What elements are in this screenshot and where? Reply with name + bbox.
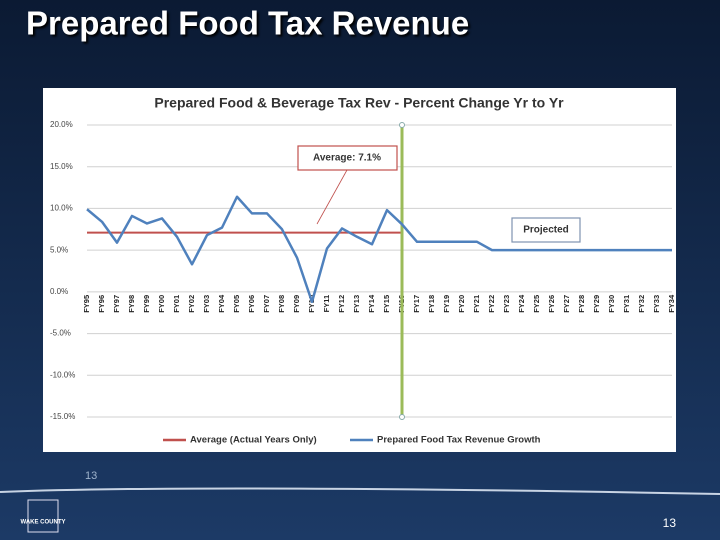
x-tick-label: FY24: [517, 294, 526, 313]
page-label: 13: [85, 470, 97, 482]
x-tick-label: FY25: [532, 295, 541, 313]
y-tick-label: 15.0%: [50, 162, 73, 171]
annotation-leader: [316, 169, 348, 225]
x-tick-label: FY31: [622, 295, 631, 313]
chart-title: Prepared Food & Beverage Tax Rev - Perce…: [154, 95, 564, 111]
x-tick-label: FY96: [97, 295, 106, 313]
x-tick-label: FY23: [502, 295, 511, 313]
x-tick-label: FY98: [127, 295, 136, 313]
chart-area: [43, 88, 676, 452]
x-tick-label: FY05: [232, 295, 241, 313]
annotation: Average: 7.1%: [313, 153, 381, 164]
x-tick-label: FY29: [592, 295, 601, 313]
y-tick-label: -15.0%: [50, 412, 75, 421]
x-tick-label: FY01: [172, 295, 181, 313]
x-tick-label: FY99: [142, 295, 151, 313]
x-tick-label: FY28: [577, 295, 586, 313]
x-tick-label: FY19: [442, 295, 451, 313]
y-tick-label: 10.0%: [50, 204, 73, 213]
x-tick-label: FY30: [607, 295, 616, 313]
annotation-box: [297, 145, 398, 171]
y-tick-label: -5.0%: [50, 329, 71, 338]
x-tick-label: FY12: [337, 295, 346, 313]
x-tick-label: FY95: [82, 295, 91, 313]
x-tick-label: FY10: [307, 295, 316, 313]
x-tick-label: FY03: [202, 295, 211, 313]
annotation: Projected: [523, 225, 569, 236]
x-tick-label: FY21: [472, 295, 481, 313]
x-tick-label: FY14: [367, 294, 376, 313]
divider-end: [399, 414, 405, 420]
page-number: 13: [663, 516, 677, 530]
x-tick-label: FY27: [562, 295, 571, 313]
y-tick-label: 0.0%: [50, 287, 68, 296]
footer-swoosh: [0, 487, 720, 495]
x-tick-label: FY09: [292, 295, 301, 313]
x-tick-label: FY22: [487, 295, 496, 313]
y-tick-label: -10.0%: [50, 370, 75, 379]
y-tick-label: 20.0%: [50, 120, 73, 129]
x-tick-label: FY02: [187, 295, 196, 313]
x-tick-label: FY00: [157, 295, 166, 313]
legend-label: Average (Actual Years Only): [190, 435, 317, 446]
x-tick-label: FY97: [112, 295, 121, 313]
x-tick-label: FY33: [652, 295, 661, 313]
x-tick-label: FY18: [427, 295, 436, 313]
logo-text: WAKE COUNTY: [21, 520, 66, 526]
x-tick-label: FY08: [277, 295, 286, 313]
x-tick-label: FY11: [322, 295, 331, 313]
y-tick-label: 5.0%: [50, 245, 68, 254]
x-tick-label: FY26: [547, 295, 556, 313]
x-tick-label: FY34: [667, 294, 676, 313]
x-tick-label: FY13: [352, 295, 361, 313]
x-tick-label: FY20: [457, 295, 466, 313]
logo: [27, 499, 59, 533]
series-line: [86, 195, 672, 304]
x-tick-label: FY07: [262, 295, 271, 313]
x-tick-label: FY32: [637, 295, 646, 313]
x-tick-label: FY06: [247, 295, 256, 313]
x-tick-label: FY04: [217, 294, 226, 313]
slide-title: Prepared Food Tax Revenue: [26, 5, 469, 42]
divider-end: [399, 122, 405, 128]
x-tick-label: FY17: [412, 295, 421, 313]
legend-label: Prepared Food Tax Revenue Growth: [377, 435, 541, 446]
annotation-box: [511, 217, 581, 243]
x-tick-label: FY15: [382, 295, 391, 313]
